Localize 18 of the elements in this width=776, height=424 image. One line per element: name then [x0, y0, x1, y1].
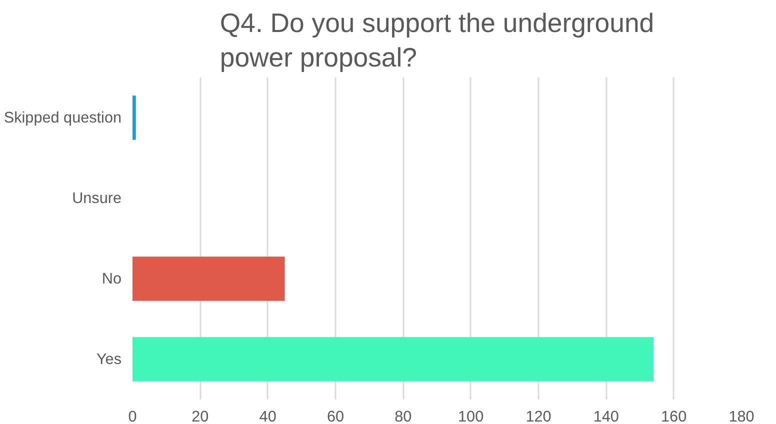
x-tick-label: 0: [128, 408, 137, 424]
y-tick-label: Unsure: [72, 190, 122, 207]
x-tick-label: 100: [458, 408, 484, 424]
chart-title: Q4. Do you support the underground power proposal?: [220, 8, 654, 72]
bar: [132, 96, 136, 140]
x-tick-label: 40: [259, 408, 276, 424]
bar: [132, 256, 285, 301]
x-tick-label: 80: [394, 408, 412, 424]
bar: [132, 337, 654, 382]
y-tick-label: Yes: [96, 350, 122, 368]
y-tick-label: No: [102, 270, 122, 288]
y-tick-label: Skipped question: [4, 109, 122, 126]
x-tick-label: 120: [526, 408, 552, 424]
x-tick-label: 140: [593, 408, 619, 424]
x-tick-label: 20: [192, 408, 209, 424]
x-tick-label: 160: [661, 408, 687, 424]
x-tick-label: 180: [728, 408, 754, 424]
x-tick-label: 60: [326, 408, 344, 424]
